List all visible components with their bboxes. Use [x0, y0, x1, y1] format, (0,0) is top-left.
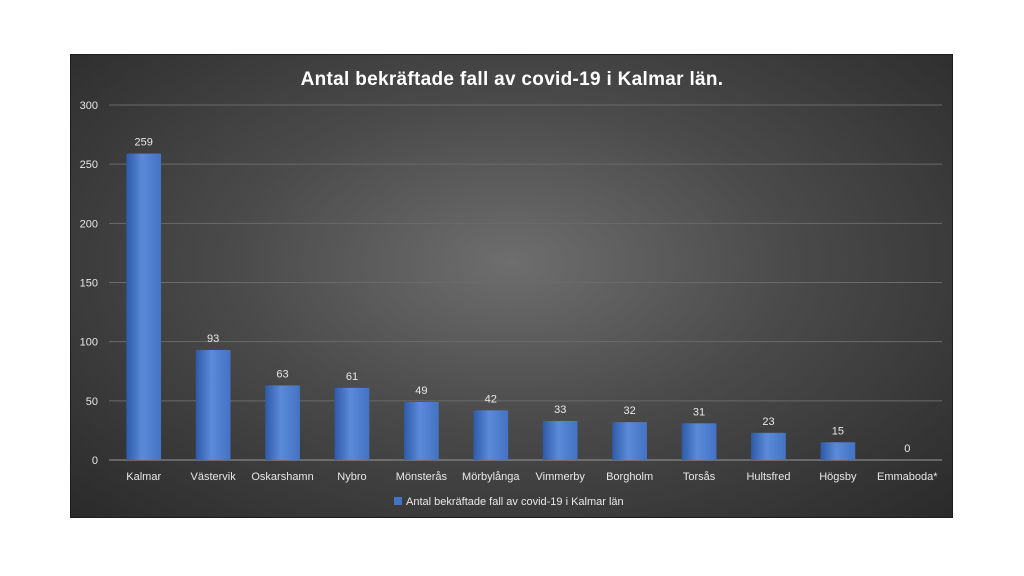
y-tick-label: 100 [80, 337, 98, 349]
y-tick-label: 0 [92, 455, 98, 467]
bar-oskarshamn [265, 385, 300, 460]
x-tick-label: Hultsfred [746, 471, 790, 483]
y-axis: 0 50 100 150 200 250 300 [80, 100, 98, 467]
bars [126, 153, 856, 460]
legend: Antal bekräftade fall av covid-19 i Kalm… [394, 496, 624, 508]
bar-hultsfred [751, 432, 786, 460]
y-tick-label: 300 [80, 100, 98, 112]
data-label: 259 [135, 137, 153, 149]
data-label: 49 [415, 385, 427, 397]
x-tick-label: Kalmar [126, 471, 161, 483]
data-label: 15 [832, 425, 844, 437]
legend-label: Antal bekräftade fall av covid-19 i Kalm… [406, 496, 624, 508]
bar-kalmar [126, 153, 162, 460]
chart-frame: Antal bekräftade fall av covid-19 i Kalm… [70, 54, 953, 518]
x-tick-label: Högsby [819, 471, 857, 483]
x-tick-label: Borgholm [606, 471, 653, 483]
x-tick-label: Västervik [191, 471, 237, 483]
data-label: 33 [554, 404, 566, 416]
data-label: 42 [485, 393, 497, 405]
x-tick-label: Mörbylånga [462, 471, 520, 483]
x-tick-label: Mönsterås [396, 471, 448, 483]
bar-chart: Antal bekräftade fall av covid-19 i Kalm… [80, 69, 942, 508]
y-tick-label: 250 [80, 159, 98, 171]
data-label: 31 [693, 406, 705, 418]
bar-västervik [195, 349, 231, 460]
y-tick-label: 150 [80, 278, 98, 290]
y-tick-label: 200 [80, 218, 98, 230]
chart-title: Antal bekräftade fall av covid-19 i Kalm… [301, 69, 724, 90]
bar-vimmerby [542, 420, 578, 460]
data-label: 23 [762, 416, 774, 428]
bar-borgholm [612, 422, 647, 460]
data-label: 61 [346, 371, 358, 383]
x-tick-label: Emmaboda* [877, 471, 938, 483]
gridlines [109, 104, 942, 461]
x-axis: Kalmar Västervik Oskarshamn Nybro Mönsterås M… [126, 471, 938, 483]
bar-mönsterås [404, 402, 439, 460]
bar-torsås [681, 423, 717, 460]
bar-nybro [334, 387, 370, 460]
x-tick-label: Nybro [337, 471, 366, 483]
data-label: 93 [207, 333, 219, 345]
x-tick-label: Torsås [683, 471, 716, 483]
bar-högsby [820, 442, 856, 460]
data-label: 63 [276, 368, 288, 380]
legend-swatch [394, 497, 402, 505]
bar-mörbylånga [473, 410, 509, 460]
y-tick-label: 50 [86, 396, 98, 408]
x-tick-label: Vimmerby [536, 471, 586, 483]
data-label: 32 [624, 405, 636, 417]
data-label: 0 [904, 443, 910, 455]
data-labels: 259 93 63 61 49 42 33 32 31 23 15 0 [135, 137, 911, 455]
x-tick-label: Oskarshamn [251, 471, 313, 483]
